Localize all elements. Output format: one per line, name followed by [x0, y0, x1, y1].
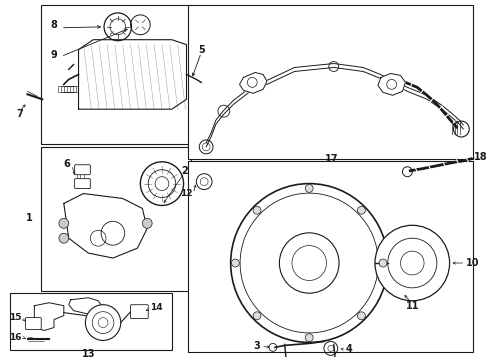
Circle shape [305, 334, 312, 342]
Text: 1: 1 [26, 213, 33, 223]
Text: 11: 11 [405, 301, 418, 311]
Circle shape [253, 312, 261, 320]
Circle shape [231, 259, 239, 267]
Circle shape [253, 206, 261, 214]
Bar [63, 86, 76, 92]
Polygon shape [377, 73, 405, 95]
Text: 17: 17 [325, 154, 338, 164]
Text: 15: 15 [9, 313, 21, 322]
Text: 14: 14 [150, 303, 163, 312]
Text: 10: 10 [466, 258, 479, 268]
Circle shape [85, 305, 121, 341]
Bar [10, 293, 171, 350]
Text: 7: 7 [16, 109, 23, 119]
Circle shape [357, 312, 365, 320]
FancyBboxPatch shape [75, 179, 90, 189]
Bar [41, 147, 191, 291]
Circle shape [142, 219, 152, 228]
Bar [67, 86, 79, 92]
Text: 4: 4 [345, 345, 351, 354]
Text: 13: 13 [81, 349, 95, 359]
Bar [188, 161, 472, 352]
Text: 8: 8 [50, 20, 57, 30]
Circle shape [305, 184, 312, 192]
Polygon shape [79, 40, 186, 109]
Bar [41, 5, 191, 144]
Circle shape [59, 233, 69, 243]
Text: 12: 12 [180, 189, 192, 198]
Polygon shape [239, 72, 266, 93]
Text: 3: 3 [253, 341, 260, 351]
Circle shape [378, 259, 386, 267]
Bar [188, 5, 472, 159]
FancyBboxPatch shape [75, 165, 90, 175]
Text: 6: 6 [63, 159, 70, 169]
Text: 18: 18 [473, 152, 487, 162]
FancyBboxPatch shape [130, 305, 148, 319]
Bar [58, 86, 70, 92]
Polygon shape [63, 194, 147, 258]
Text: 5: 5 [198, 45, 204, 55]
Circle shape [357, 206, 365, 214]
Text: 16: 16 [9, 333, 21, 342]
Circle shape [374, 225, 448, 301]
Circle shape [59, 219, 69, 228]
Polygon shape [69, 298, 103, 314]
Text: 2: 2 [181, 166, 187, 176]
Text: 9: 9 [51, 50, 57, 60]
Bar [61, 86, 73, 92]
FancyBboxPatch shape [25, 318, 41, 329]
Polygon shape [34, 303, 63, 330]
